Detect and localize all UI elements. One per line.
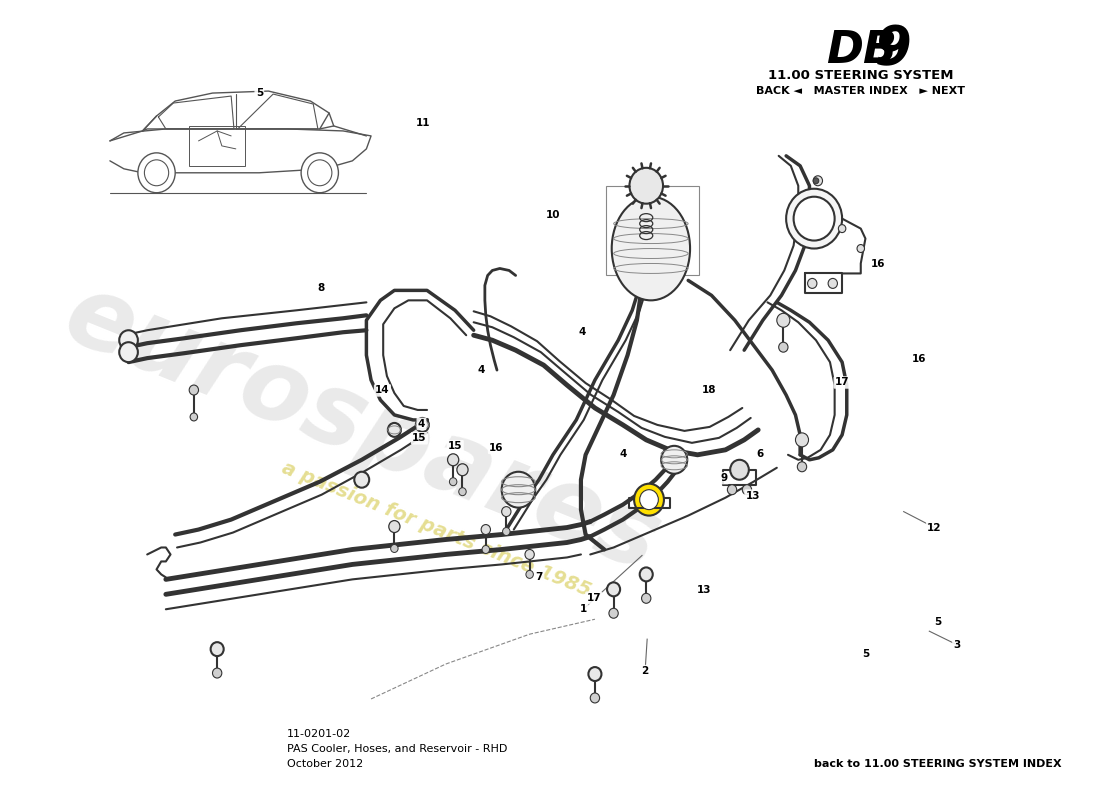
Text: 16: 16 bbox=[871, 259, 886, 270]
Circle shape bbox=[354, 472, 370, 488]
Circle shape bbox=[798, 462, 806, 472]
Circle shape bbox=[634, 484, 664, 515]
Circle shape bbox=[119, 342, 138, 362]
Circle shape bbox=[502, 472, 536, 508]
Circle shape bbox=[190, 413, 198, 421]
Circle shape bbox=[459, 488, 466, 496]
Circle shape bbox=[416, 418, 429, 432]
Ellipse shape bbox=[612, 197, 690, 300]
Circle shape bbox=[588, 667, 602, 681]
Circle shape bbox=[813, 176, 823, 186]
Circle shape bbox=[390, 545, 398, 553]
Circle shape bbox=[482, 546, 490, 554]
Circle shape bbox=[857, 245, 865, 253]
Circle shape bbox=[456, 464, 469, 476]
Circle shape bbox=[526, 570, 534, 578]
Text: 4: 4 bbox=[418, 419, 425, 429]
Circle shape bbox=[828, 278, 837, 288]
Text: 4: 4 bbox=[620, 450, 627, 459]
Text: 5: 5 bbox=[934, 617, 942, 626]
Circle shape bbox=[727, 485, 737, 494]
Text: 11-0201-02: 11-0201-02 bbox=[287, 729, 351, 739]
Text: 8: 8 bbox=[317, 283, 324, 294]
Circle shape bbox=[640, 567, 652, 582]
Circle shape bbox=[591, 693, 600, 703]
Circle shape bbox=[641, 594, 651, 603]
Text: 14: 14 bbox=[375, 386, 389, 395]
Text: a passion for parts since 1985: a passion for parts since 1985 bbox=[279, 458, 594, 601]
Circle shape bbox=[308, 160, 332, 186]
Text: October 2012: October 2012 bbox=[287, 758, 363, 769]
Text: 4: 4 bbox=[579, 327, 586, 338]
Text: 9: 9 bbox=[874, 23, 912, 75]
Circle shape bbox=[730, 460, 749, 480]
Circle shape bbox=[503, 527, 510, 535]
Text: 18: 18 bbox=[702, 386, 716, 395]
Circle shape bbox=[525, 550, 535, 559]
Circle shape bbox=[807, 278, 817, 288]
Text: 11.00 STEERING SYSTEM: 11.00 STEERING SYSTEM bbox=[768, 69, 954, 82]
Text: 6: 6 bbox=[757, 450, 763, 459]
Circle shape bbox=[450, 478, 456, 486]
Text: back to 11.00 STEERING SYSTEM INDEX: back to 11.00 STEERING SYSTEM INDEX bbox=[814, 758, 1062, 769]
Text: 1: 1 bbox=[580, 604, 587, 614]
Circle shape bbox=[388, 423, 400, 437]
Text: eurospares: eurospares bbox=[51, 266, 673, 594]
Circle shape bbox=[777, 314, 790, 327]
Circle shape bbox=[481, 525, 491, 534]
Text: 2: 2 bbox=[641, 666, 649, 676]
Circle shape bbox=[640, 490, 659, 510]
Text: 16: 16 bbox=[912, 354, 926, 363]
Text: 10: 10 bbox=[546, 210, 560, 220]
Text: 11: 11 bbox=[416, 118, 431, 127]
Circle shape bbox=[786, 189, 843, 249]
Circle shape bbox=[138, 153, 175, 193]
Circle shape bbox=[795, 433, 808, 447]
Text: 9: 9 bbox=[720, 473, 728, 483]
Circle shape bbox=[144, 160, 168, 186]
Text: 5: 5 bbox=[255, 88, 263, 98]
Text: 13: 13 bbox=[746, 490, 760, 501]
Text: 16: 16 bbox=[490, 443, 504, 453]
Text: PAS Cooler, Hoses, and Reservoir - RHD: PAS Cooler, Hoses, and Reservoir - RHD bbox=[287, 744, 507, 754]
Bar bbox=[606, 186, 700, 275]
Circle shape bbox=[838, 225, 846, 233]
Text: 15: 15 bbox=[448, 442, 462, 451]
Text: 13: 13 bbox=[696, 585, 711, 594]
Circle shape bbox=[119, 330, 138, 350]
Text: 15: 15 bbox=[412, 434, 427, 443]
Circle shape bbox=[210, 642, 223, 656]
Text: 17: 17 bbox=[835, 378, 849, 387]
Circle shape bbox=[189, 385, 198, 395]
Circle shape bbox=[212, 668, 222, 678]
Text: BACK ◄   MASTER INDEX   ► NEXT: BACK ◄ MASTER INDEX ► NEXT bbox=[757, 86, 966, 96]
Circle shape bbox=[661, 446, 688, 474]
Circle shape bbox=[448, 454, 459, 466]
Text: 17: 17 bbox=[586, 593, 601, 602]
Circle shape bbox=[607, 582, 620, 596]
Circle shape bbox=[388, 521, 400, 533]
Text: 3: 3 bbox=[954, 640, 960, 650]
Text: 4: 4 bbox=[477, 365, 485, 374]
Circle shape bbox=[502, 506, 512, 517]
Circle shape bbox=[742, 485, 751, 494]
Text: 7: 7 bbox=[536, 572, 543, 582]
Circle shape bbox=[301, 153, 339, 193]
Circle shape bbox=[779, 342, 788, 352]
Circle shape bbox=[813, 178, 818, 184]
Circle shape bbox=[629, 168, 663, 204]
Circle shape bbox=[609, 608, 618, 618]
Text: 5: 5 bbox=[862, 649, 869, 658]
Bar bbox=[189, 126, 245, 166]
Text: 12: 12 bbox=[927, 522, 942, 533]
Text: DB: DB bbox=[826, 30, 898, 72]
Circle shape bbox=[793, 197, 835, 241]
